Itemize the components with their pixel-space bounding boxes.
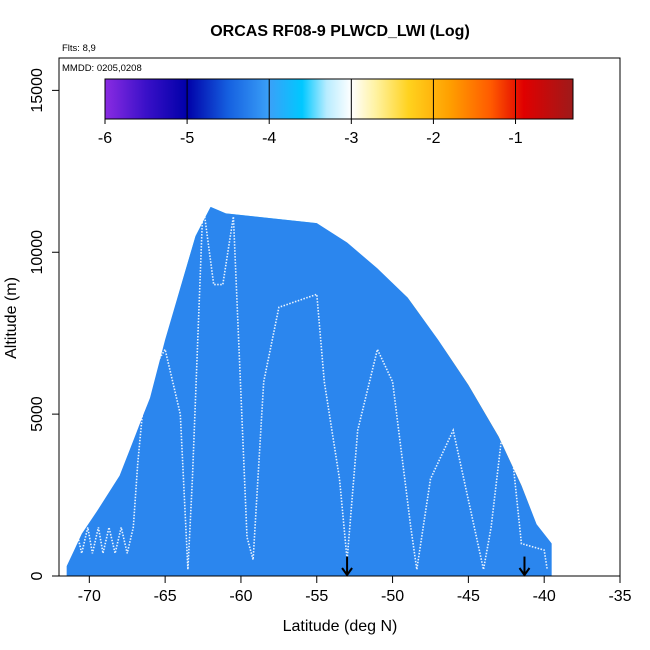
- colorbar-tick-label: -3: [344, 130, 358, 147]
- flight-track: [70, 203, 548, 570]
- y-tick-label: 10000: [29, 230, 46, 275]
- dates-annotation: MMDD: 0205,0208: [62, 63, 142, 74]
- x-tick-label: -60: [229, 588, 252, 605]
- y-tick-label: 5000: [29, 396, 46, 432]
- chart-title: ORCAS RF08-9 PLWCD_LWI (Log): [210, 23, 470, 40]
- colorbar-tick-label: -4: [262, 130, 276, 147]
- y-tick-label: 15000: [29, 68, 46, 113]
- x-axis: -70 -65 -60 -55 -50 -45 -40 -35: [78, 576, 632, 605]
- x-axis-label: Latitude (deg N): [283, 618, 398, 635]
- x-tick-label: -55: [305, 588, 328, 605]
- x-tick-label: -50: [381, 588, 404, 605]
- colorbar-tick-label: -1: [508, 130, 522, 147]
- colorbar-tick-label: -5: [180, 130, 194, 147]
- colorbar-tick-label: -2: [426, 130, 440, 147]
- y-tick-label: 0: [29, 571, 46, 580]
- colorbar-gradient: [104, 78, 574, 120]
- flights-annotation: Flts: 8,9: [62, 43, 96, 54]
- region-background: [66, 206, 552, 576]
- x-tick-label: -70: [78, 588, 101, 605]
- plot-border: [58, 57, 621, 577]
- y-axis-label: Altitude (m): [3, 277, 20, 359]
- arrow-marker-2: [518, 556, 531, 577]
- colorbar: -6 -5 -4 -3 -2 -1: [98, 78, 574, 147]
- x-tick-label: -35: [608, 588, 631, 605]
- y-axis: 0 5000 10000 15000: [29, 68, 59, 580]
- x-tick-label: -45: [457, 588, 480, 605]
- plot-area: [66, 203, 552, 577]
- arrow-marker-1: [341, 556, 353, 577]
- x-tick-label: -65: [154, 588, 177, 605]
- colorbar-tick-label: -6: [98, 130, 112, 147]
- x-tick-label: -40: [533, 588, 556, 605]
